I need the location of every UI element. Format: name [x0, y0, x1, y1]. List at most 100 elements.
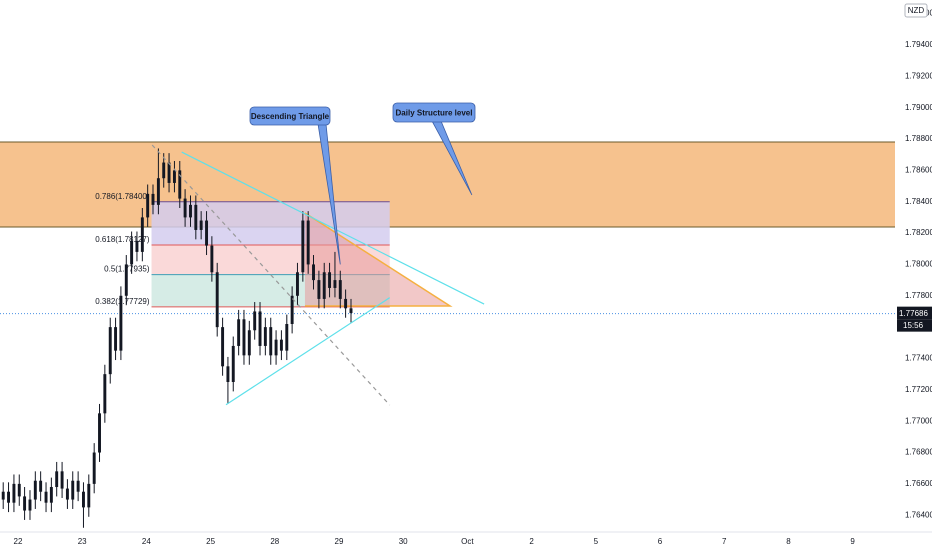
- candle-body: [189, 204, 192, 218]
- candle-body: [151, 193, 155, 205]
- currency-text: NZD: [908, 6, 925, 15]
- candle-body: [269, 327, 273, 356]
- candle-body: [317, 280, 321, 299]
- structure-zone: [0, 142, 895, 227]
- trend-line: [225, 297, 391, 406]
- candle-body: [226, 366, 230, 382]
- price-badge-text: 1.77686: [899, 309, 928, 318]
- candle-body: [81, 491, 85, 508]
- candle-body: [76, 480, 80, 492]
- candle-body: [205, 220, 209, 246]
- candle-body: [12, 483, 16, 503]
- y-tick-label: 1.78200: [905, 228, 932, 237]
- candle-body: [146, 193, 150, 218]
- x-tick-label: 7: [722, 537, 727, 546]
- candle-body: [301, 220, 305, 273]
- y-tick-label: 1.78600: [905, 165, 932, 174]
- x-tick-label: 22: [14, 537, 23, 546]
- countdown-text: 15:56: [903, 321, 924, 330]
- candle-body: [274, 339, 278, 356]
- candle-body: [167, 162, 171, 183]
- fib-label: 0.618(1.78127): [95, 235, 150, 244]
- x-tick-label: 23: [78, 537, 87, 546]
- y-tick-label: 1.78400: [905, 197, 932, 206]
- candle-body: [156, 178, 160, 205]
- fib-label: 0.382(1.77729): [95, 297, 150, 306]
- candle-body: [183, 198, 187, 218]
- candle-body: [1, 491, 5, 500]
- candle-body: [349, 308, 353, 314]
- candle-body: [178, 170, 182, 199]
- callout-box: [392, 102, 476, 123]
- candle-body: [114, 327, 118, 351]
- currency-badge: [904, 3, 928, 18]
- candle-body: [119, 295, 123, 351]
- candle-body: [263, 327, 267, 346]
- x-tick-label: 2: [529, 537, 534, 546]
- x-tick-label: 5: [594, 537, 599, 546]
- candle-body: [194, 204, 198, 230]
- candle-body: [338, 280, 342, 299]
- candle-body: [130, 240, 134, 265]
- x-tick-label: 24: [142, 537, 151, 546]
- trend-line: [151, 144, 391, 406]
- x-tick-label: 29: [335, 537, 344, 546]
- candle-body: [87, 483, 91, 508]
- price-badge: [897, 306, 932, 320]
- candle-body: [103, 374, 107, 414]
- candle-body: [162, 162, 166, 179]
- candle-body: [247, 330, 251, 356]
- fib-label: 0.786(1.78400): [95, 192, 150, 201]
- candle-body: [215, 272, 219, 328]
- callout-text: Descending Triangle: [251, 112, 330, 121]
- candle-body: [124, 264, 128, 296]
- candle-body: [231, 345, 235, 382]
- candle-body: [290, 295, 294, 324]
- x-tick-label: 25: [206, 537, 215, 546]
- y-tick-label: 1.77400: [905, 354, 932, 363]
- y-tick-label: 1.78000: [905, 260, 932, 269]
- candle-body: [49, 487, 53, 503]
- candle-body: [39, 480, 43, 492]
- candle-body: [221, 327, 225, 367]
- candle-body: [253, 311, 257, 331]
- candle-body: [285, 323, 289, 351]
- candle-body: [108, 327, 112, 375]
- candle-body: [92, 452, 96, 484]
- candle-body: [242, 319, 246, 356]
- candle-body: [344, 298, 348, 309]
- y-tick-label: 1.76400: [905, 510, 932, 519]
- y-tick-label: 1.79000: [905, 103, 932, 112]
- trend-line: [181, 151, 485, 305]
- x-tick-label: 30: [399, 537, 408, 546]
- x-tick-label: 28: [270, 537, 279, 546]
- callout-box: [249, 106, 331, 126]
- y-tick-label: 1.78800: [905, 134, 932, 143]
- candle-body: [328, 272, 332, 288]
- y-tick-label: 1.79200: [905, 71, 932, 80]
- candle-body: [279, 339, 283, 351]
- candle-body: [135, 240, 139, 252]
- candle-body: [312, 264, 315, 281]
- candle-body: [7, 491, 11, 503]
- candle-body: [295, 272, 299, 296]
- candle-body: [140, 217, 144, 252]
- y-tick-label: 1.76600: [905, 479, 932, 488]
- candle-body: [237, 319, 241, 346]
- countdown-badge: [897, 319, 932, 332]
- candle-body: [44, 491, 48, 503]
- candle-body: [172, 170, 176, 183]
- x-tick-label: 9: [850, 537, 855, 546]
- x-tick-label: 8: [786, 537, 791, 546]
- candle-body: [333, 280, 337, 288]
- candle-body: [210, 245, 214, 273]
- candle-body: [258, 311, 262, 346]
- callout-text: Daily Structure level: [396, 109, 473, 118]
- candle-body: [23, 496, 27, 511]
- x-tick-label: 6: [658, 537, 663, 546]
- y-tick-label: 1.79400: [905, 40, 932, 49]
- candle-body: [60, 471, 64, 489]
- y-tick-label: 1.77000: [905, 416, 932, 425]
- y-tick-label: 1.76800: [905, 448, 932, 457]
